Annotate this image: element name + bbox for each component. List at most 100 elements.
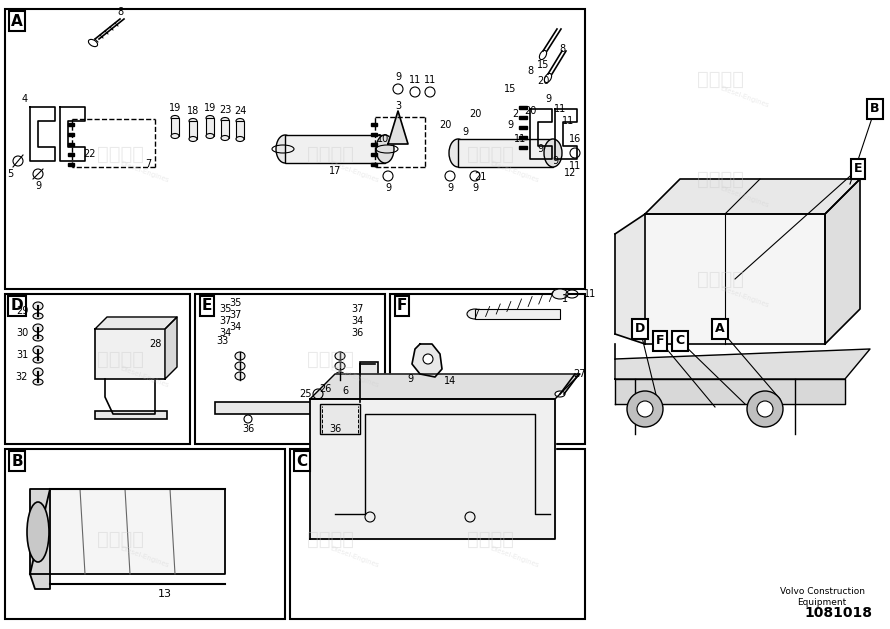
Bar xyxy=(189,121,197,139)
Text: 11: 11 xyxy=(424,75,436,85)
Polygon shape xyxy=(412,344,442,377)
Ellipse shape xyxy=(236,118,244,123)
Bar xyxy=(519,136,527,139)
Text: 1081018: 1081018 xyxy=(804,606,872,620)
Ellipse shape xyxy=(544,139,562,167)
Text: 紫发动力: 紫发动力 xyxy=(96,530,143,548)
Ellipse shape xyxy=(33,335,43,341)
Ellipse shape xyxy=(539,50,546,60)
Bar xyxy=(371,163,377,166)
Text: 1: 1 xyxy=(562,294,568,304)
Text: 31: 31 xyxy=(16,350,28,360)
Text: D: D xyxy=(635,323,645,335)
Ellipse shape xyxy=(33,368,43,376)
Polygon shape xyxy=(615,379,845,404)
Text: 27: 27 xyxy=(574,369,587,379)
Bar xyxy=(285,135,385,163)
Bar xyxy=(519,126,527,129)
Text: 9: 9 xyxy=(552,156,558,166)
Text: 12: 12 xyxy=(563,168,576,178)
Ellipse shape xyxy=(33,302,43,310)
Text: 9: 9 xyxy=(385,183,391,193)
Polygon shape xyxy=(30,489,225,574)
Bar xyxy=(95,411,167,419)
Ellipse shape xyxy=(221,135,229,140)
Text: 10: 10 xyxy=(376,134,389,144)
Ellipse shape xyxy=(235,352,245,360)
Text: 8: 8 xyxy=(117,7,123,17)
Text: 23: 23 xyxy=(219,105,231,115)
Text: 9: 9 xyxy=(472,183,478,193)
Bar xyxy=(195,294,385,444)
Circle shape xyxy=(747,391,783,427)
Text: C: C xyxy=(676,335,684,347)
Circle shape xyxy=(637,401,653,417)
Text: 9: 9 xyxy=(537,144,543,154)
Ellipse shape xyxy=(555,391,565,397)
Ellipse shape xyxy=(552,289,568,299)
Text: C: C xyxy=(296,454,308,469)
Bar xyxy=(68,143,74,146)
Text: 11: 11 xyxy=(514,134,526,144)
Polygon shape xyxy=(30,489,50,589)
Text: 37: 37 xyxy=(351,304,363,314)
Ellipse shape xyxy=(467,309,483,319)
Text: 36: 36 xyxy=(351,328,363,338)
Bar xyxy=(68,153,74,156)
Text: 14: 14 xyxy=(444,376,457,386)
Text: 11: 11 xyxy=(562,116,574,126)
Text: 18: 18 xyxy=(187,106,199,116)
Text: 29: 29 xyxy=(16,306,28,316)
Text: 15: 15 xyxy=(504,84,516,94)
Ellipse shape xyxy=(33,346,43,354)
Text: F: F xyxy=(656,335,664,347)
Text: 36: 36 xyxy=(242,424,255,434)
Ellipse shape xyxy=(276,135,294,163)
Ellipse shape xyxy=(33,324,43,332)
Text: 紫发动力: 紫发动力 xyxy=(306,145,353,164)
Text: D: D xyxy=(11,299,23,313)
Text: 36: 36 xyxy=(329,424,341,434)
Text: 紫发动力: 紫发动力 xyxy=(697,69,743,89)
Text: 8: 8 xyxy=(527,66,533,76)
Ellipse shape xyxy=(449,139,467,167)
Ellipse shape xyxy=(335,362,345,370)
Text: 9: 9 xyxy=(447,183,453,193)
Text: 9: 9 xyxy=(507,120,513,130)
Text: 15: 15 xyxy=(537,60,549,70)
Polygon shape xyxy=(95,317,177,329)
Ellipse shape xyxy=(376,135,394,163)
Text: 9: 9 xyxy=(395,72,401,82)
Text: 20: 20 xyxy=(469,109,481,119)
Text: Volvo Construction
Equipment: Volvo Construction Equipment xyxy=(780,587,864,608)
Text: E: E xyxy=(202,299,212,313)
Text: 6: 6 xyxy=(342,386,348,396)
Ellipse shape xyxy=(33,379,43,385)
Text: 紫发动力: 紫发动力 xyxy=(306,530,353,548)
Text: 37: 37 xyxy=(219,316,231,326)
Text: 24: 24 xyxy=(234,106,247,116)
Text: 紫发动力: 紫发动力 xyxy=(306,350,353,369)
Text: 紫发动力: 紫发动力 xyxy=(466,530,514,548)
Text: 9: 9 xyxy=(407,374,413,384)
Text: Diesel-Engines: Diesel-Engines xyxy=(720,186,770,209)
Text: 紫发动力: 紫发动力 xyxy=(697,169,743,189)
Text: 9: 9 xyxy=(462,127,468,137)
Circle shape xyxy=(627,391,663,427)
Polygon shape xyxy=(645,214,825,344)
Ellipse shape xyxy=(171,116,179,121)
Text: 5: 5 xyxy=(7,169,13,179)
Text: 紫发动力: 紫发动力 xyxy=(697,269,743,289)
Ellipse shape xyxy=(206,133,214,138)
Text: 9: 9 xyxy=(545,94,551,104)
Text: 11: 11 xyxy=(584,289,596,299)
Text: A: A xyxy=(716,323,724,335)
Text: 3: 3 xyxy=(395,101,401,111)
Text: Diesel-Engines: Diesel-Engines xyxy=(120,545,170,569)
Text: 紫发动力: 紫发动力 xyxy=(466,145,514,164)
Text: 8: 8 xyxy=(559,44,565,54)
Bar xyxy=(371,153,377,156)
Text: 16: 16 xyxy=(569,134,581,144)
Bar xyxy=(371,133,377,136)
Text: 紫发动力: 紫发动力 xyxy=(96,145,143,164)
